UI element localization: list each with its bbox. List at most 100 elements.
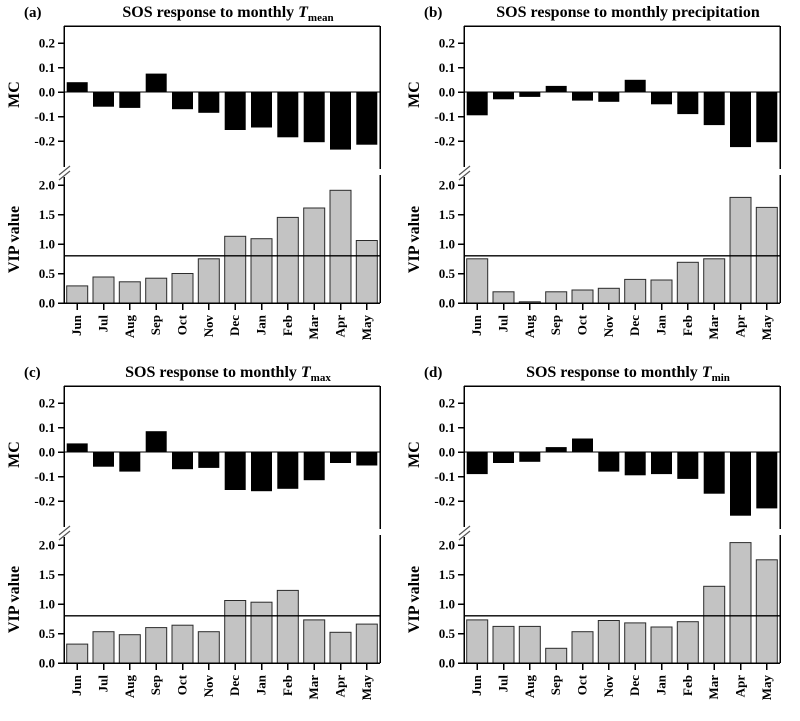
vip-bar (66, 285, 89, 304)
vip-tick-label: 0.5 (439, 626, 456, 641)
month-label: Oct (575, 314, 590, 335)
axis-break-icon (58, 525, 71, 536)
vip-axis-label: VIP value (406, 566, 423, 633)
chart-c: (c) SOS response to monthly Tmax 0.2 0.1 0.0… (6, 364, 381, 701)
vip-axis-label: VIP value (406, 206, 423, 273)
vip-tick-label: 1.0 (439, 237, 455, 252)
month-label: Nov (201, 675, 216, 698)
vip-tick-label: 1.0 (39, 237, 55, 252)
mc-bar (651, 92, 672, 105)
vip-tick-label: 1.5 (39, 207, 56, 222)
month-label: Jan (654, 674, 669, 695)
month-label: Dec (627, 675, 642, 696)
vip-tick-label: 1.0 (39, 597, 55, 612)
month-label: Apr (733, 675, 748, 698)
panel-label: (c) (24, 365, 41, 381)
mc-bar (145, 431, 167, 452)
vip-bar (92, 276, 115, 304)
month-label: Mar (706, 675, 721, 700)
month-label: Jul (96, 315, 111, 333)
vip-bar (145, 627, 168, 664)
mc-bar (93, 452, 114, 467)
vip-tick-label: 1.5 (39, 567, 56, 582)
month-label: Mar (706, 315, 721, 340)
month-label: Feb (680, 315, 695, 336)
vip-bar (676, 621, 699, 664)
mc-bar (466, 92, 488, 116)
month-label: Sep (148, 675, 163, 695)
vip-bar (224, 235, 247, 304)
vip-bar (224, 600, 247, 664)
mc-bar (198, 92, 220, 113)
chart-b: (b) SOS response to monthly precipitation… (406, 4, 781, 340)
month-label: Apr (733, 315, 748, 338)
month-label: Feb (680, 675, 695, 696)
mc-bar (145, 73, 167, 92)
month-label: Feb (280, 675, 295, 696)
mc-axis-label: MC (406, 441, 423, 468)
mc-bar (519, 92, 541, 97)
vip-bar (703, 585, 726, 664)
month-label: Jul (96, 675, 111, 693)
mc-bar (572, 92, 593, 101)
vip-axis-label: VIP value (6, 206, 23, 273)
mc-bar (66, 82, 88, 92)
panel-c: (c) SOS response to monthly Tmax 0.2 0.1 0.0… (0, 360, 400, 721)
axis-break-icon (458, 525, 471, 536)
panel-label: (b) (424, 5, 442, 21)
mc-tick-label: 0.2 (39, 396, 55, 411)
mc-tick-label: -0.1 (34, 109, 55, 124)
panel-a: (a) SOS response to monthly Tmean 0.2 0.1 0.… (0, 0, 400, 360)
mc-bar (598, 452, 620, 472)
month-label: Dec (227, 315, 242, 336)
mc-tick-label: 0.1 (39, 60, 55, 75)
month-label: Dec (627, 315, 642, 336)
panel-title: SOS response to monthly Tmin (526, 364, 730, 384)
mc-axis-label: MC (406, 81, 423, 108)
month-label: Oct (575, 674, 590, 695)
vip-bar (276, 589, 299, 664)
vip-bar (597, 287, 620, 304)
month-label: Aug (522, 675, 537, 699)
mc-bar (198, 452, 220, 468)
month-label: Jan (254, 314, 269, 335)
panel-label: (a) (24, 5, 42, 21)
vip-bar (303, 619, 326, 664)
month-label: May (359, 675, 374, 701)
mc-bar (703, 92, 725, 126)
vip-bar (729, 196, 752, 304)
mc-tick-label: 0.2 (39, 36, 55, 51)
mc-bar (493, 92, 514, 100)
vip-tick-label: 0.0 (439, 296, 455, 311)
axis-break-icon (458, 165, 471, 176)
mc-bar (251, 92, 272, 128)
vip-bar (492, 291, 515, 304)
month-label: Mar (306, 315, 321, 340)
mc-tick-label: -0.1 (434, 469, 455, 484)
mc-tick-label: 0.0 (439, 445, 455, 460)
vip-tick-label: 0.0 (439, 656, 455, 671)
mc-bar (493, 452, 514, 463)
mc-bar (224, 452, 246, 490)
month-label: Jan (654, 314, 669, 335)
axis-break-icon (458, 170, 471, 181)
vip-bar (703, 258, 726, 304)
panel-label: (d) (424, 365, 442, 381)
mc-axis-label: MC (6, 441, 23, 468)
vip-bar (492, 625, 515, 664)
month-label: Jul (496, 675, 511, 693)
month-label: Sep (148, 315, 163, 335)
vip-bar (118, 634, 141, 664)
vip-tick-label: 0.0 (39, 656, 55, 671)
mc-bar (303, 452, 325, 481)
month-label: Jan (254, 674, 269, 695)
mc-bar (624, 452, 646, 476)
vip-tick-label: 0.0 (39, 296, 55, 311)
month-label: May (759, 675, 774, 701)
axis-break-icon (58, 530, 71, 541)
mc-tick-label: 0.2 (439, 396, 455, 411)
vip-bar (66, 643, 89, 664)
mc-bar (519, 452, 541, 462)
axis-break-icon (58, 165, 71, 176)
mc-bar (277, 92, 299, 138)
